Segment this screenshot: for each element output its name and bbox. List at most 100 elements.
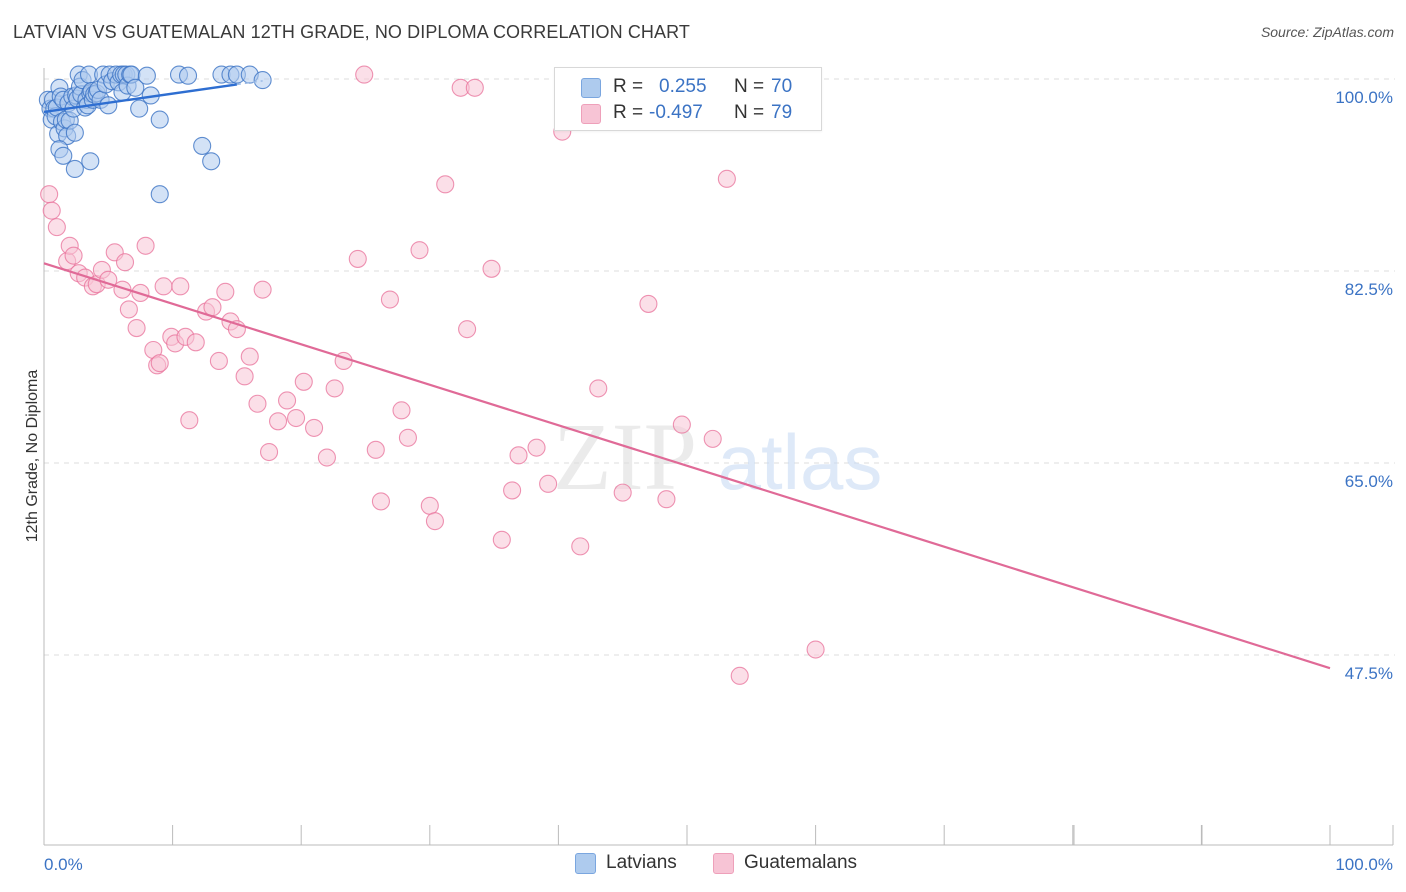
latvians-point [150,110,169,129]
series-guatemalans-points [40,65,825,685]
bottom-legend-swatch-guatemalans [713,853,734,874]
guatemalans-point [136,236,155,255]
guatemalans-point [235,367,254,386]
latvians-point [130,99,149,118]
guatemalans-point [355,65,374,84]
guatemalans-point [425,512,444,531]
legend-r-value: -0.497 [649,102,703,123]
guatemalans-point [253,280,272,299]
guatemalans-point [240,347,259,366]
guatemalans-point [703,429,722,448]
guatemalans-point [420,496,439,515]
latvians-point [202,152,221,171]
guatemalans-trend-line [43,262,1331,670]
legend-r-value: 0.255 [659,76,707,97]
guatemalans-point [392,401,411,420]
guatemalans-point [40,185,59,204]
guatemalans-point [589,379,608,398]
bottom-legend-swatch-latvians [575,853,596,874]
guatemalans-point [458,320,477,339]
guatemalans-point [154,277,173,296]
guatemalans-point [278,391,297,410]
guatemalans-point [269,412,288,431]
latvians-point [99,96,118,115]
guatemalans-point [366,440,385,459]
guatemalans-point [317,448,336,467]
guatemalans-point [305,418,324,437]
guatemalans-point [171,277,190,296]
guatemalans-point [47,218,66,237]
latvians-point [137,66,156,85]
series-latvians-points [38,65,272,204]
guatemalans-point [465,78,484,97]
correlation-legend: R = 0.255 N = 70 R = -0.497 N = 79 [554,67,822,131]
guatemalans-point [325,379,344,398]
guatemalans-point [42,201,61,220]
latvians-point [126,78,145,97]
x-tick-label: 100.0% [1335,855,1393,874]
latvians-point [81,152,100,171]
legend-swatch-guatemalans [581,104,601,124]
gridlines [44,78,1395,656]
guatemalans-point [410,241,429,260]
legend-swatch-latvians [581,78,601,98]
legend-n-value: 70 [771,76,793,97]
guatemalans-point [380,290,399,309]
guatemalans-point [503,481,522,500]
guatemalans-point [639,294,658,313]
legend-r-label: R = [613,102,644,123]
latvians-point [65,123,84,142]
guatemalans-point [209,351,228,371]
guatemalans-point [806,640,825,659]
guatemalans-point [294,372,313,391]
guatemalans-point [203,298,222,317]
guatemalans-point [539,474,558,493]
guatemalans-point [119,300,138,319]
trend-lines [43,80,1331,670]
guatemalans-point [730,666,749,685]
guatemalans-point [248,394,267,413]
latvians-point [253,71,272,90]
guatemalans-point [398,428,417,447]
guatemalans-point [492,530,511,549]
guatemalans-point [64,246,83,265]
guatemalans-point [657,490,676,509]
bottom-legend-label-latvians: Latvians [606,852,677,873]
guatemalans-point [259,442,279,462]
y-tick-label: 100.0% [1335,88,1393,107]
guatemalans-point [436,175,455,194]
guatemalans-point [571,537,590,556]
legend-r-label: R = [613,76,644,97]
guatemalans-point [348,249,367,268]
latvians-point [178,66,198,85]
y-tick-label: 65.0% [1345,472,1393,491]
guatemalans-point [482,259,501,278]
chart-title: LATVIAN VS GUATEMALAN 12TH GRADE, NO DIP… [13,22,690,42]
y-tick-label: 47.5% [1345,664,1393,683]
guatemalans-point [180,411,199,430]
latvians-point [150,185,169,204]
guatemalans-point [115,253,135,272]
legend-n-label: N = [734,102,765,123]
latvians-point [54,146,73,165]
guatemalans-point [613,483,632,502]
guatemalans-point [509,446,528,465]
guatemalans-point [527,438,546,457]
guatemalans-point [150,354,169,373]
x-tick-label: 0.0% [44,855,83,874]
tick-labels: 100.0% 82.5% 65.0% 47.5% 0.0% 100.0% [44,88,1393,874]
legend-n-label: N = [734,76,765,97]
guatemalans-point [186,333,205,352]
latvians-point [193,136,212,155]
legend-n-value: 79 [771,102,793,123]
y-tick-label: 82.5% [1345,280,1393,299]
guatemalans-point [672,415,691,434]
guatemalans-point [717,169,736,188]
latvians-trend-line [43,83,238,114]
chart-source: Source: ZipAtlas.com [1260,24,1394,40]
y-axis-title: 12th Grade, No Diploma [24,370,41,543]
guatemalans-point [371,492,390,511]
guatemalans-point [287,408,306,428]
bottom-legend-label-guatemalans: Guatemalans [744,852,858,873]
